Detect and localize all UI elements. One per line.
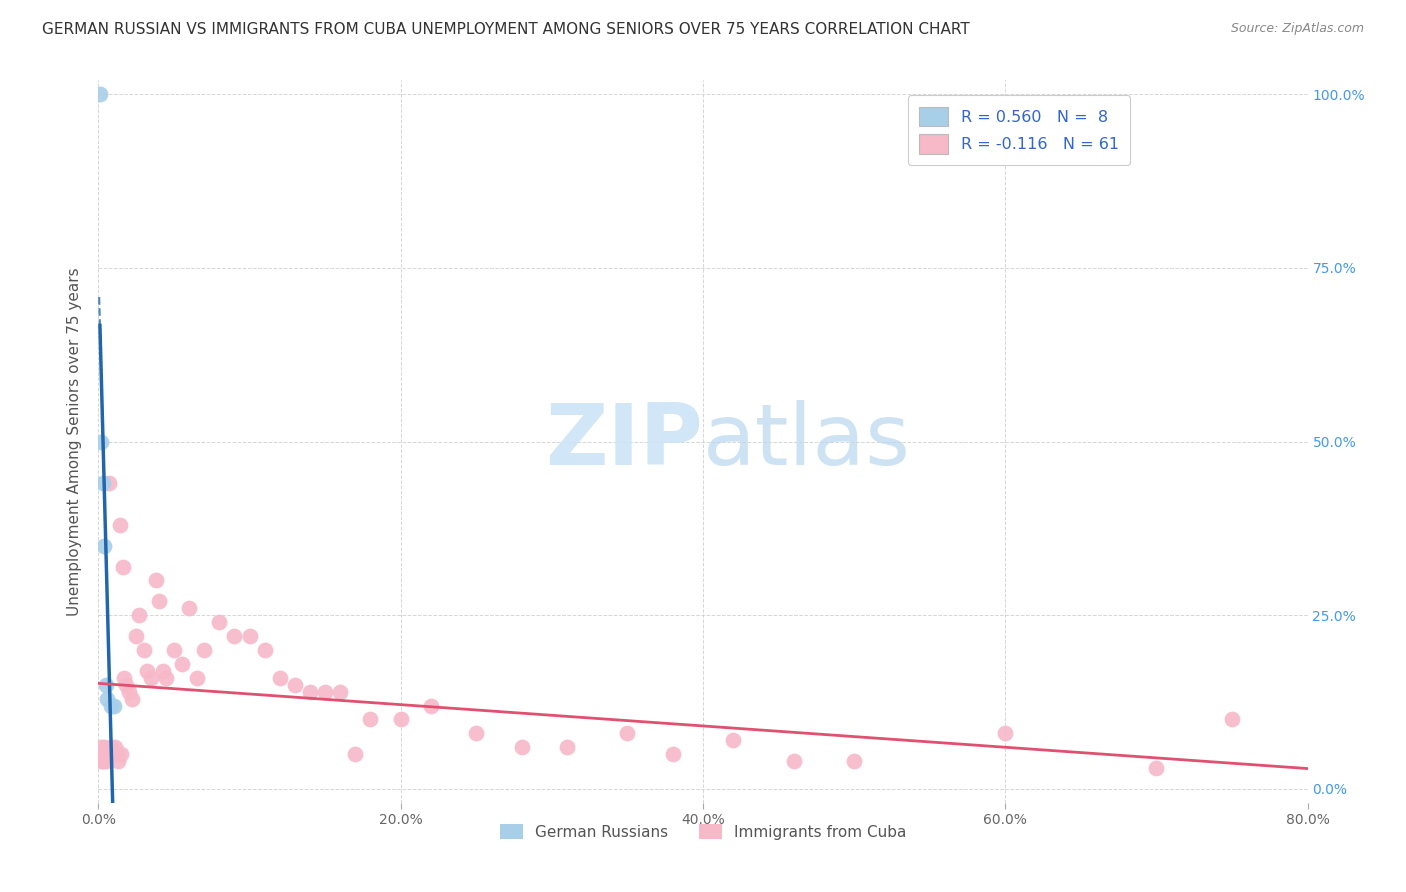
Point [100, 740, 122, 755]
Point [284, 678, 307, 692]
Point [94, 678, 117, 692]
Point [107, 754, 129, 768]
Point [103, 698, 125, 713]
Point [389, 713, 412, 727]
Point [420, 698, 443, 713]
Point [239, 629, 262, 643]
Point [135, 664, 157, 678]
Point [193, 643, 215, 657]
Point [141, 671, 163, 685]
Point [1220, 713, 1243, 727]
Point [128, 608, 150, 623]
Point [314, 684, 336, 698]
Point [344, 747, 367, 761]
Point [96, 747, 118, 761]
Point [94, 754, 117, 768]
Point [994, 726, 1017, 740]
Point [96, 691, 118, 706]
Point [90, 754, 112, 768]
Text: Source: ZipAtlas.com: Source: ZipAtlas.com [1230, 22, 1364, 36]
Point [105, 747, 128, 761]
Point [104, 740, 127, 755]
Point [510, 740, 533, 755]
Point [616, 726, 638, 740]
Point [93, 740, 115, 755]
Point [783, 754, 806, 768]
Legend: German Russians, Immigrants from Cuba: German Russians, Immigrants from Cuba [494, 818, 912, 846]
Point [89, 87, 111, 102]
Point [723, 733, 745, 747]
Point [555, 740, 578, 755]
Point [269, 671, 291, 685]
Point [170, 657, 193, 671]
Point [360, 713, 382, 727]
Point [108, 517, 131, 532]
Text: atlas: atlas [703, 400, 911, 483]
Point [91, 747, 114, 761]
Point [661, 747, 683, 761]
Point [145, 574, 167, 588]
Point [253, 643, 276, 657]
Point [148, 594, 170, 608]
Point [91, 754, 114, 768]
Y-axis label: Unemployment Among Seniors over 75 years: Unemployment Among Seniors over 75 years [67, 268, 83, 615]
Point [89, 747, 111, 761]
Point [125, 629, 148, 643]
Point [90, 434, 112, 449]
Point [121, 691, 143, 706]
Point [91, 476, 114, 491]
Text: ZIP: ZIP [546, 400, 703, 483]
Point [186, 671, 208, 685]
Text: GERMAN RUSSIAN VS IMMIGRANTS FROM CUBA UNEMPLOYMENT AMONG SENIORS OVER 75 YEARS : GERMAN RUSSIAN VS IMMIGRANTS FROM CUBA U… [42, 22, 970, 37]
Point [103, 747, 125, 761]
Point [101, 747, 124, 761]
Point [329, 684, 352, 698]
Point [163, 643, 186, 657]
Point [111, 559, 134, 574]
Point [112, 671, 135, 685]
Point [152, 664, 174, 678]
Point [155, 671, 177, 685]
Point [90, 740, 112, 755]
Point [208, 615, 231, 630]
Point [224, 629, 246, 643]
Point [94, 747, 117, 761]
Point [118, 684, 141, 698]
Point [132, 643, 155, 657]
Point [98, 476, 121, 491]
Point [110, 747, 132, 761]
Point [100, 698, 122, 713]
Point [179, 601, 201, 615]
Point [844, 754, 866, 768]
Point [114, 678, 136, 692]
Point [1144, 761, 1167, 775]
Point [465, 726, 488, 740]
Point [93, 539, 115, 553]
Point [299, 684, 322, 698]
